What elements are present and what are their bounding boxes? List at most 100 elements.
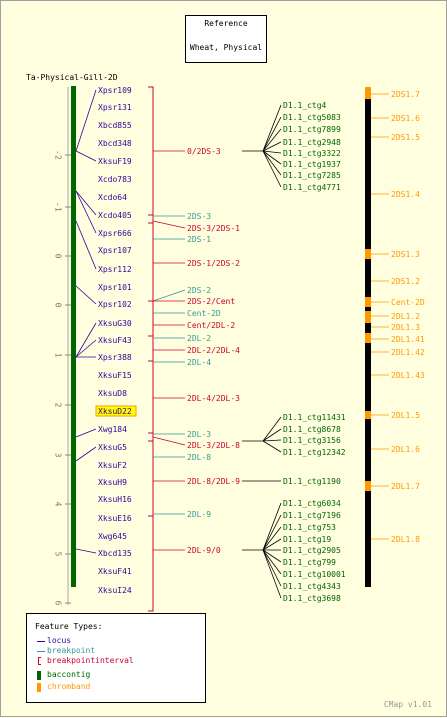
breakpoint-label[interactable]: 2DL-9 [187,510,211,519]
baccontig-label[interactable]: D1.1_ctg7285 [283,171,341,180]
interval-bracket[interactable] [148,440,154,517]
locus-label[interactable]: XksuD8 [98,389,127,398]
breakpointinterval-label[interactable]: 0/2DS-3 [187,147,221,156]
chromband-label[interactable]: 2DL1.43 [391,371,425,380]
chromband-label[interactable]: 2DS1.6 [391,114,420,123]
chromband-label[interactable]: Cent-2D [391,298,425,307]
breakpoint-label[interactable]: 2DS-1 [187,235,211,244]
interval-bracket[interactable] [148,360,154,434]
breakpoint-label[interactable]: 2DL-8 [187,453,211,462]
locus-label[interactable]: Xbcd135 [98,549,132,558]
breakpointinterval-label[interactable]: 2DL-2/2DL-4 [187,346,240,355]
map-title[interactable]: Ta-Physical-Gill-2D [26,73,118,82]
chromband-label[interactable]: 2DL1.41 [391,335,425,344]
chromband-label[interactable]: 2DL1.3 [391,323,420,332]
baccontig-label[interactable]: D1.1_ctg12342 [283,448,346,457]
baccontig-label[interactable]: D1.1_ctg2905 [283,546,341,555]
baccontig-label[interactable]: D1.1_ctg7196 [283,511,341,520]
chromband-segment[interactable] [365,411,371,419]
locus-label[interactable]: Xwg184 [98,425,127,434]
chromband-segment[interactable] [365,311,371,323]
chromband-label[interactable]: 2DL1.7 [391,482,420,491]
locus-label[interactable]: XksuD22 [98,407,132,416]
baccontig-label[interactable]: D1.1_ctg19 [283,535,331,544]
chromband-label[interactable]: 2DL1.42 [391,348,425,357]
breakpoint-label[interactable]: 2DL-4 [187,358,211,367]
chromband-label[interactable]: 2DL1.2 [391,312,420,321]
locus-label[interactable]: Xpsr131 [98,103,132,112]
baccontig-label[interactable]: D1.1_ctg10001 [283,570,346,579]
chromband-label[interactable]: 2DS1.3 [391,250,420,259]
locus-label[interactable]: XksuG5 [98,443,127,452]
locus-label[interactable]: XksuF41 [98,567,132,576]
locus-label[interactable]: Xcdo64 [98,193,127,202]
interval-bracket[interactable] [148,515,154,612]
locus-label[interactable]: Xpsr109 [98,86,132,95]
locus-label[interactable]: Xbcd348 [98,139,132,148]
breakpointinterval-label[interactable]: Cent/2DL-2 [187,321,235,330]
locus-label[interactable]: Xbcd855 [98,121,132,130]
breakpoint-label[interactable]: 2DS-3 [187,212,211,221]
locus-label[interactable]: XksuI24 [98,586,132,595]
chromband-segment[interactable] [365,249,371,259]
locus-label[interactable]: XksuF43 [98,336,132,345]
breakpointinterval-label[interactable]: 2DL-8/2DL-9 [187,477,240,486]
baccontig-label[interactable]: D1.1_ctg5083 [283,113,341,122]
baccontig-label[interactable]: D1.1_ctg8678 [283,425,341,434]
chromband-segment[interactable] [365,333,371,343]
interval-bracket[interactable] [148,214,154,224]
chromband-label[interactable]: 2DS1.2 [391,277,420,286]
locus-label[interactable]: XksuH16 [98,495,132,504]
baccontig-label[interactable]: D1.1_ctg3322 [283,149,341,158]
breakpointinterval-label[interactable]: 2DL-9/0 [187,546,221,555]
baccontig-label[interactable]: D1.1_ctg1937 [283,160,341,169]
baccontig-label[interactable]: D1.1_ctg2948 [283,138,341,147]
locus-label[interactable]: Xpsr107 [98,246,132,255]
breakpointinterval-label[interactable]: 2DS-1/2DS-2 [187,259,240,268]
locus-label[interactable]: Xcdo783 [98,175,132,184]
interval-bracket[interactable] [148,335,154,362]
chromband-label[interactable]: 2DS1.4 [391,190,420,199]
locus-label[interactable]: XksuF19 [98,157,132,166]
locus-label[interactable]: Xcdo405 [98,211,132,220]
baccontig-label[interactable]: D1.1_ctg3698 [283,594,341,603]
chromband-label[interactable]: 2DL1.6 [391,445,420,454]
baccontig-label[interactable]: D1.1_ctg4343 [283,582,341,591]
locus-label[interactable]: XksuE16 [98,514,132,523]
chromband-segment[interactable] [365,481,371,491]
breakpointinterval-label[interactable]: 2DS-3/2DS-1 [187,224,240,233]
locus-label[interactable]: XksuF2 [98,461,127,470]
breakpointinterval-label[interactable]: 2DS-2/Cent [187,297,235,306]
baccontig-label[interactable]: D1.1_ctg6034 [283,499,341,508]
chromband-segment[interactable] [365,87,371,99]
baccontig-label[interactable]: D1.1_ctg1190 [283,477,341,486]
breakpoint-label[interactable]: 2DL-2 [187,334,211,343]
chromband-label[interactable]: 2DL1.5 [391,411,420,420]
baccontig-label[interactable]: D1.1_ctg11431 [283,413,346,422]
interval-bracket[interactable] [148,300,154,337]
breakpoint-label[interactable]: 2DL-3 [187,430,211,439]
locus-label[interactable]: Xpsr388 [98,353,132,362]
baccontig-label[interactable]: D1.1_ctg4 [283,101,327,110]
baccontig-label[interactable]: D1.1_ctg799 [283,558,336,567]
locus-label[interactable]: XksuH9 [98,478,127,487]
baccontig-label[interactable]: D1.1_ctg7899 [283,125,341,134]
locus-label[interactable]: XksuF15 [98,371,132,380]
locus-label[interactable]: Xpsr666 [98,229,132,238]
breakpoint-label[interactable]: Cent-2D [187,309,221,318]
interval-bracket[interactable] [148,86,154,216]
interval-bracket[interactable] [148,432,154,442]
chromband-label[interactable]: 2DS1.5 [391,133,420,142]
locus-label[interactable]: Xpsr102 [98,300,132,309]
locus-label[interactable]: Xpsr101 [98,283,132,292]
chromband-label[interactable]: 2DL1.8 [391,535,420,544]
chromband-label[interactable]: 2DS1.7 [391,90,420,99]
baccontig-label[interactable]: D1.1_ctg4771 [283,183,341,192]
locus-label[interactable]: Xwg645 [98,532,127,541]
chromband-segment[interactable] [365,297,371,307]
breakpointinterval-label[interactable]: 2DL-4/2DL-3 [187,394,240,403]
baccontig-label[interactable]: D1.1_ctg3156 [283,436,341,445]
locus-label[interactable]: Xpsr112 [98,265,132,274]
interval-bracket[interactable] [148,222,154,302]
breakpoint-label[interactable]: 2DS-2 [187,286,211,295]
